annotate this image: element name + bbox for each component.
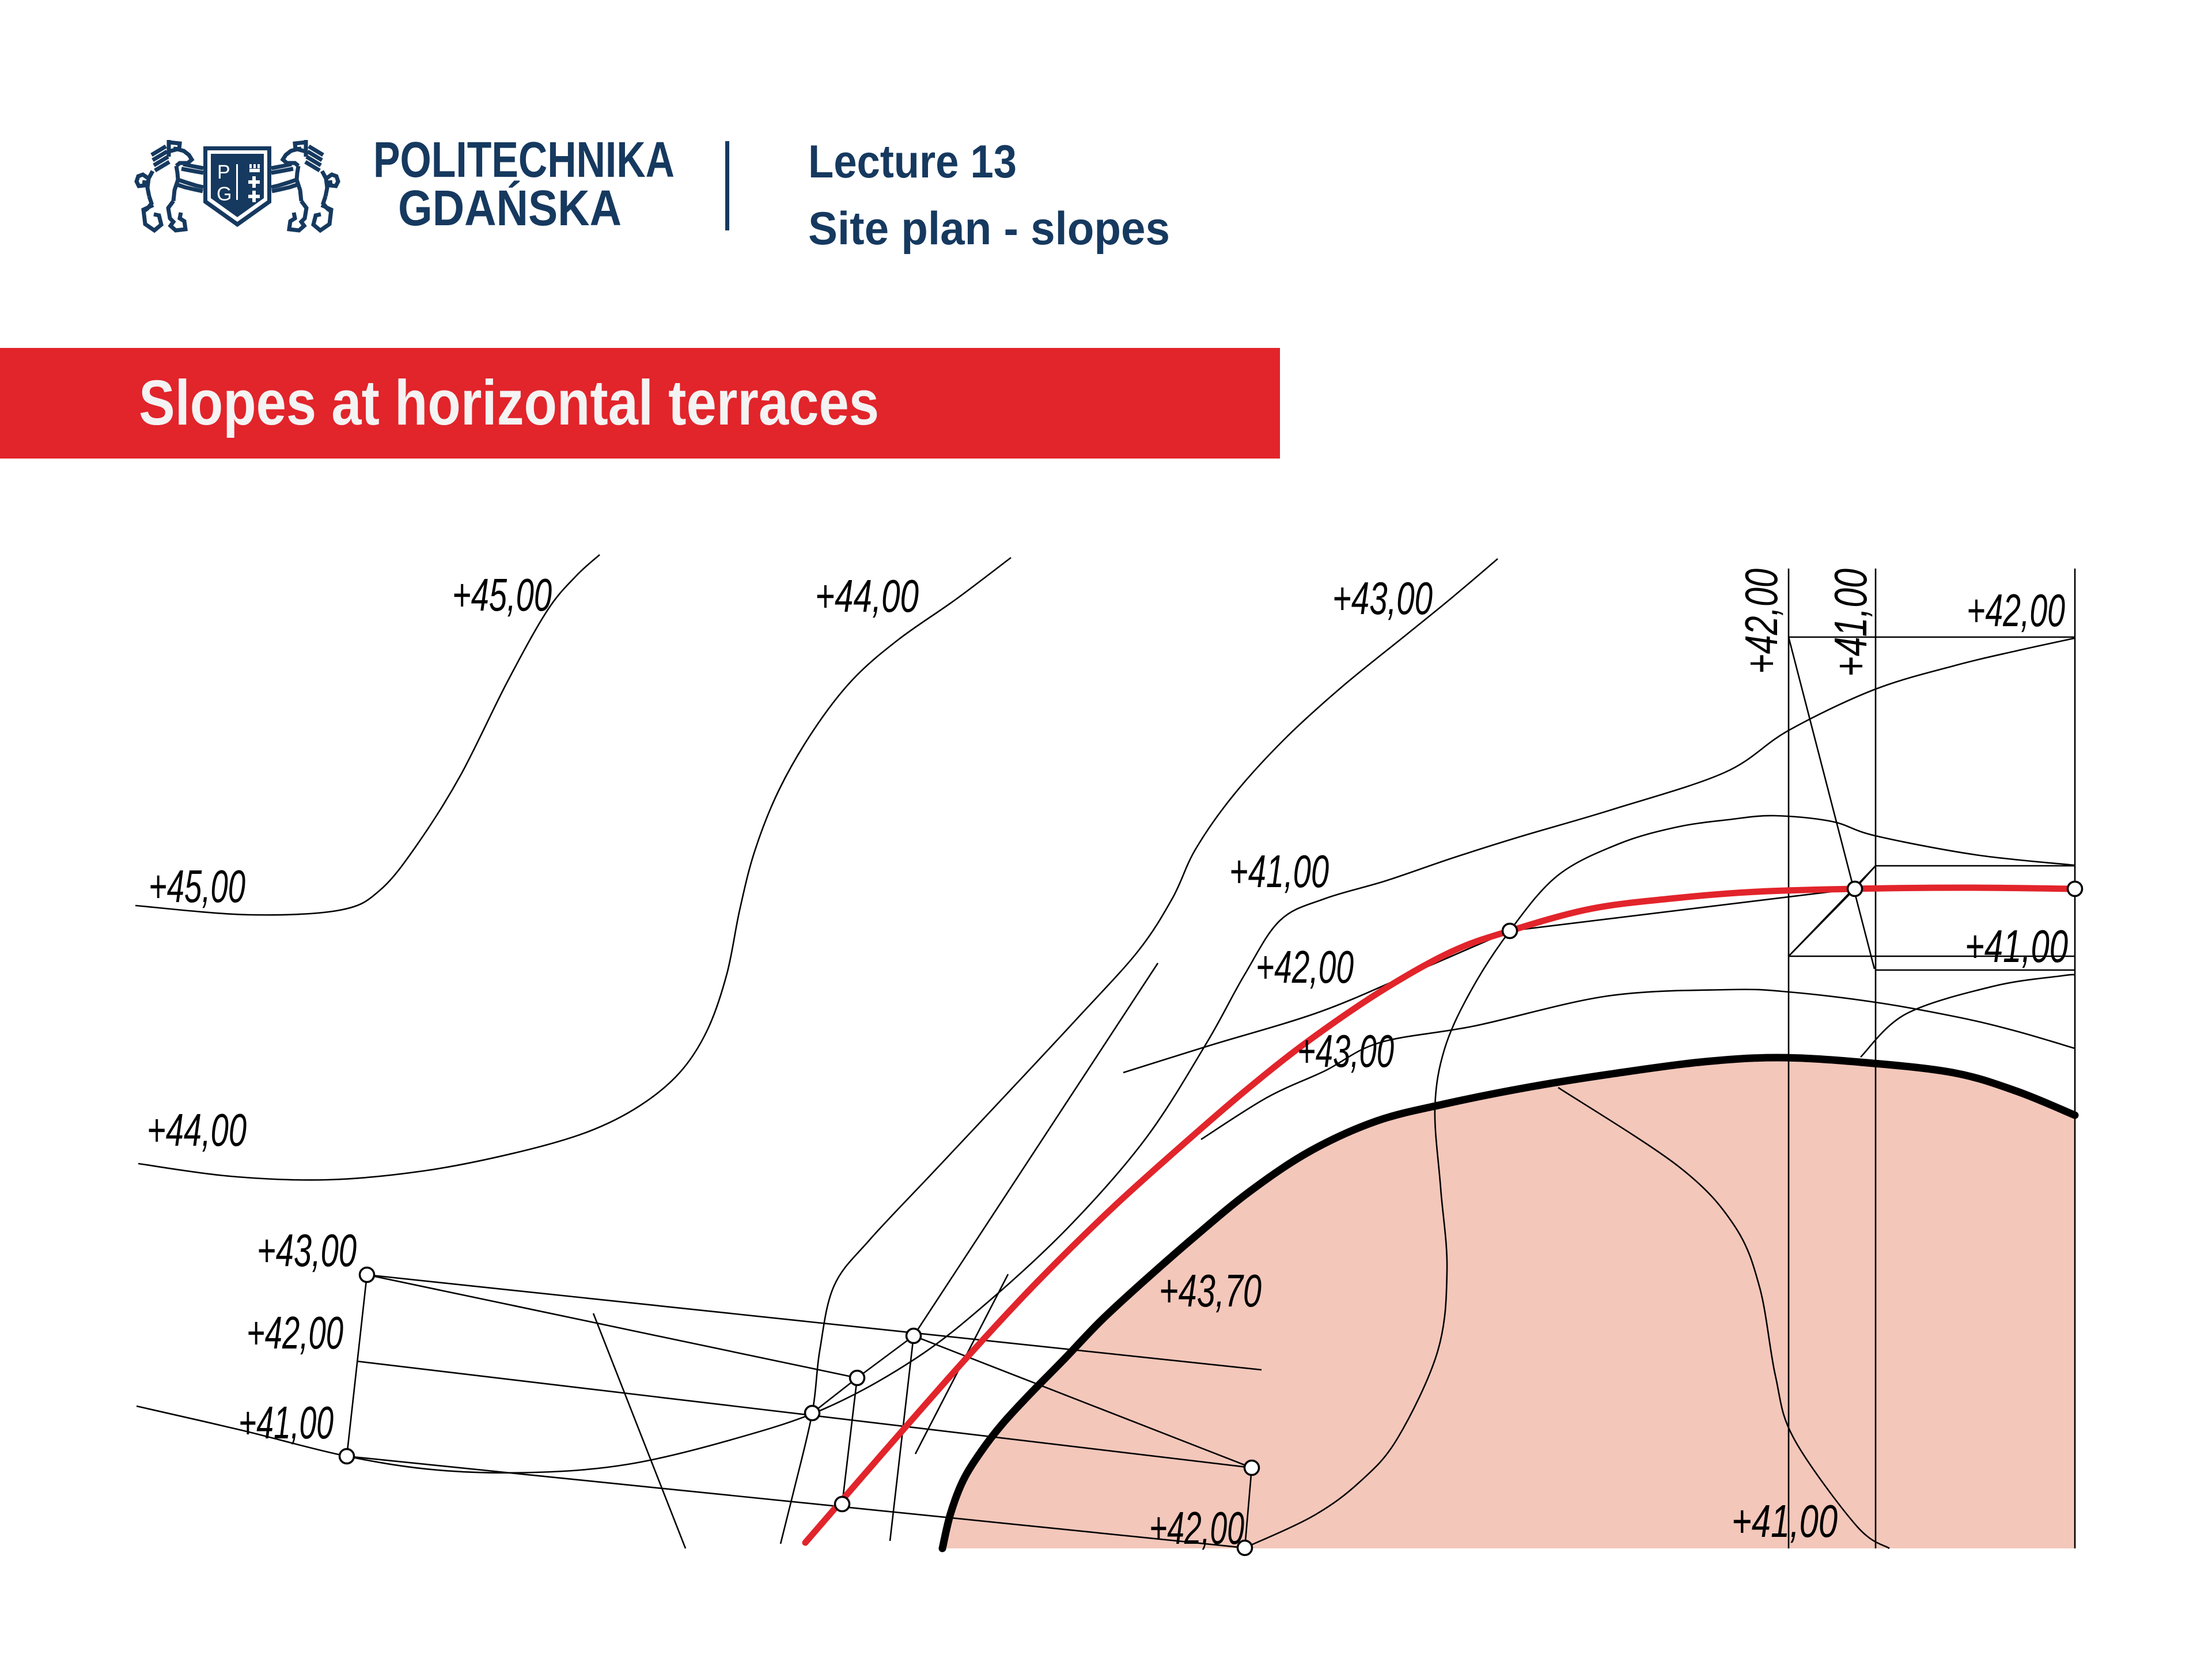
svg-text:+45,00: +45,00 [149, 861, 245, 912]
svg-text:+42,00: +42,00 [247, 1307, 343, 1358]
svg-text:+43,00: +43,00 [1297, 1025, 1394, 1077]
svg-text:P: P [217, 161, 230, 183]
svg-text:Slopes at horizontal terraces: Slopes at horizontal terraces [139, 368, 879, 438]
svg-text:+42,00: +42,00 [1736, 569, 1787, 674]
svg-text:GDAŃSKA: GDAŃSKA [398, 180, 622, 236]
svg-text:+45,00: +45,00 [452, 569, 552, 620]
svg-text:+41,00: +41,00 [1825, 569, 1876, 677]
svg-text:G: G [217, 183, 232, 205]
svg-text:+42,00: +42,00 [1967, 585, 2065, 636]
svg-text:+41,00: +41,00 [1965, 921, 2068, 972]
svg-text:+41,00: +41,00 [238, 1397, 334, 1448]
svg-text:+43,70: +43,70 [1159, 1265, 1262, 1316]
svg-text:+44,00: +44,00 [147, 1104, 247, 1156]
svg-text:+42,00: +42,00 [1256, 941, 1354, 993]
svg-text:+41,00: +41,00 [1229, 846, 1329, 897]
svg-text:+43,00: +43,00 [257, 1225, 357, 1276]
svg-text:+41,00: +41,00 [1732, 1495, 1838, 1547]
svg-text:POLITECHNIKA: POLITECHNIKA [373, 132, 675, 188]
svg-text:+44,00: +44,00 [815, 570, 919, 622]
svg-text:+42,00: +42,00 [1149, 1502, 1244, 1554]
svg-text:+43,00: +43,00 [1332, 573, 1433, 624]
svg-text:Site plan - slopes: Site plan - slopes [808, 203, 1170, 255]
svg-text:Lecture 13: Lecture 13 [808, 136, 1017, 188]
